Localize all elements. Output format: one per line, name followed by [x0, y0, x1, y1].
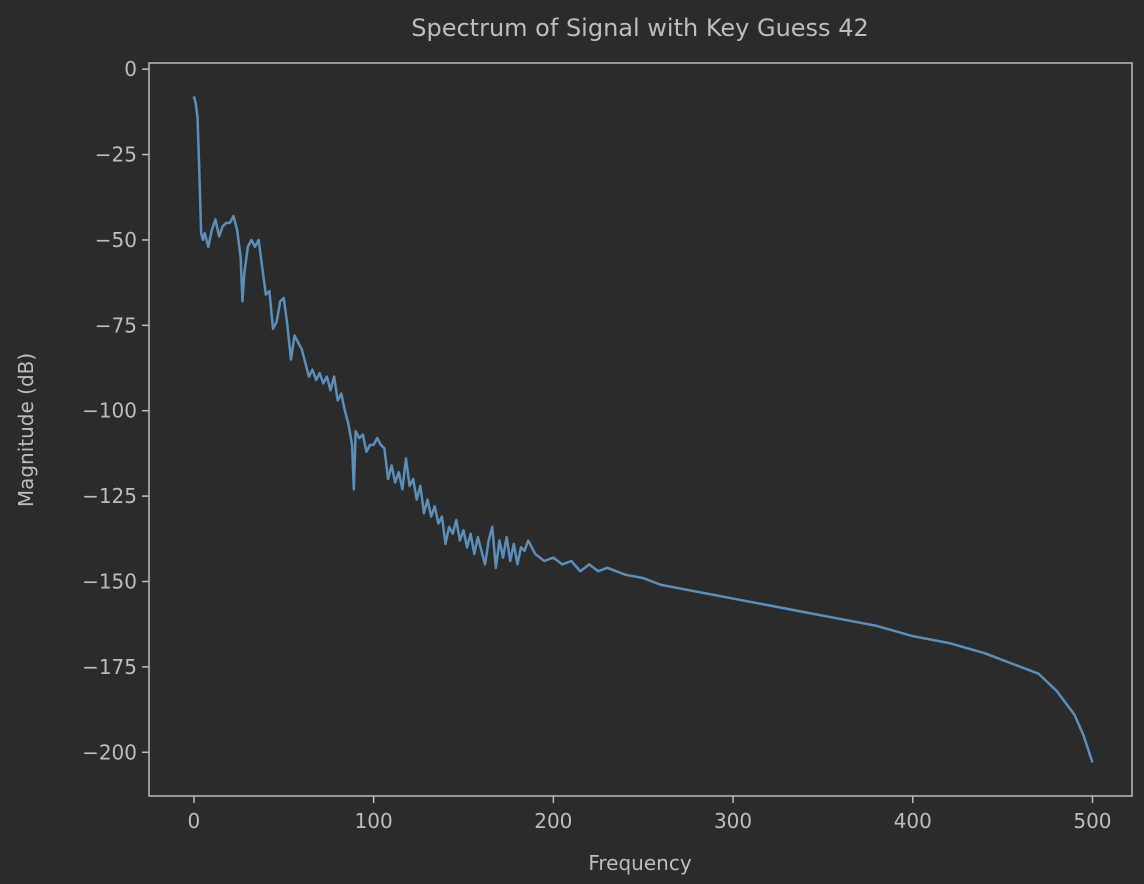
x-tick-label: 400 — [894, 809, 932, 833]
y-tick-label: −25 — [95, 143, 137, 167]
line-series — [192, 96, 1094, 763]
x-tick-label: 200 — [534, 809, 572, 833]
x-tick-label: 300 — [714, 809, 752, 833]
y-tick-label: −125 — [82, 484, 137, 508]
y-axis-label: Magnitude (dB) — [14, 353, 38, 507]
plot-frame — [148, 62, 1133, 797]
y-tick-label: −100 — [82, 399, 137, 423]
y-tick-label: −200 — [82, 740, 137, 764]
y-tick-label: −50 — [95, 228, 137, 252]
x-tick-label: 100 — [355, 809, 393, 833]
y-tick-label: −175 — [82, 655, 137, 679]
x-axis-label: Frequency — [588, 851, 691, 875]
chart-title: Spectrum of Signal with Key Guess 42 — [411, 14, 868, 42]
y-tick-label: 0 — [124, 57, 137, 81]
y-tick-label: −150 — [82, 569, 137, 593]
x-tick-label: 0 — [188, 809, 201, 833]
y-tick-label: −75 — [95, 313, 137, 337]
x-tick-label: 500 — [1073, 809, 1111, 833]
